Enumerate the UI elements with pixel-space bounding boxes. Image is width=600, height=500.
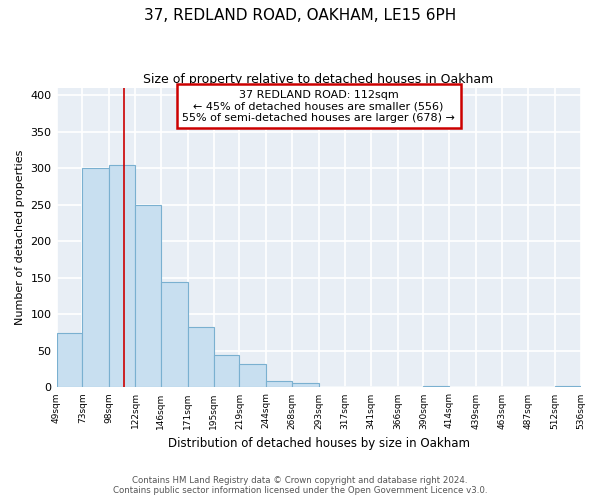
Bar — [239, 364, 266, 388]
Bar — [214, 356, 239, 388]
Bar — [424, 386, 449, 388]
Bar — [292, 383, 319, 388]
Bar — [161, 282, 188, 388]
Bar — [56, 332, 82, 388]
Text: 37, REDLAND ROAD, OAKHAM, LE15 6PH: 37, REDLAND ROAD, OAKHAM, LE15 6PH — [144, 8, 456, 22]
Bar — [109, 164, 135, 388]
Bar — [266, 381, 292, 388]
Bar — [135, 205, 161, 388]
Bar — [188, 327, 214, 388]
Title: Size of property relative to detached houses in Oakham: Size of property relative to detached ho… — [143, 72, 494, 86]
Bar — [554, 386, 581, 388]
Bar — [82, 168, 109, 388]
Text: 37 REDLAND ROAD: 112sqm
← 45% of detached houses are smaller (556)
55% of semi-d: 37 REDLAND ROAD: 112sqm ← 45% of detache… — [182, 90, 455, 123]
Y-axis label: Number of detached properties: Number of detached properties — [15, 150, 25, 326]
Text: Contains HM Land Registry data © Crown copyright and database right 2024.
Contai: Contains HM Land Registry data © Crown c… — [113, 476, 487, 495]
X-axis label: Distribution of detached houses by size in Oakham: Distribution of detached houses by size … — [167, 437, 470, 450]
